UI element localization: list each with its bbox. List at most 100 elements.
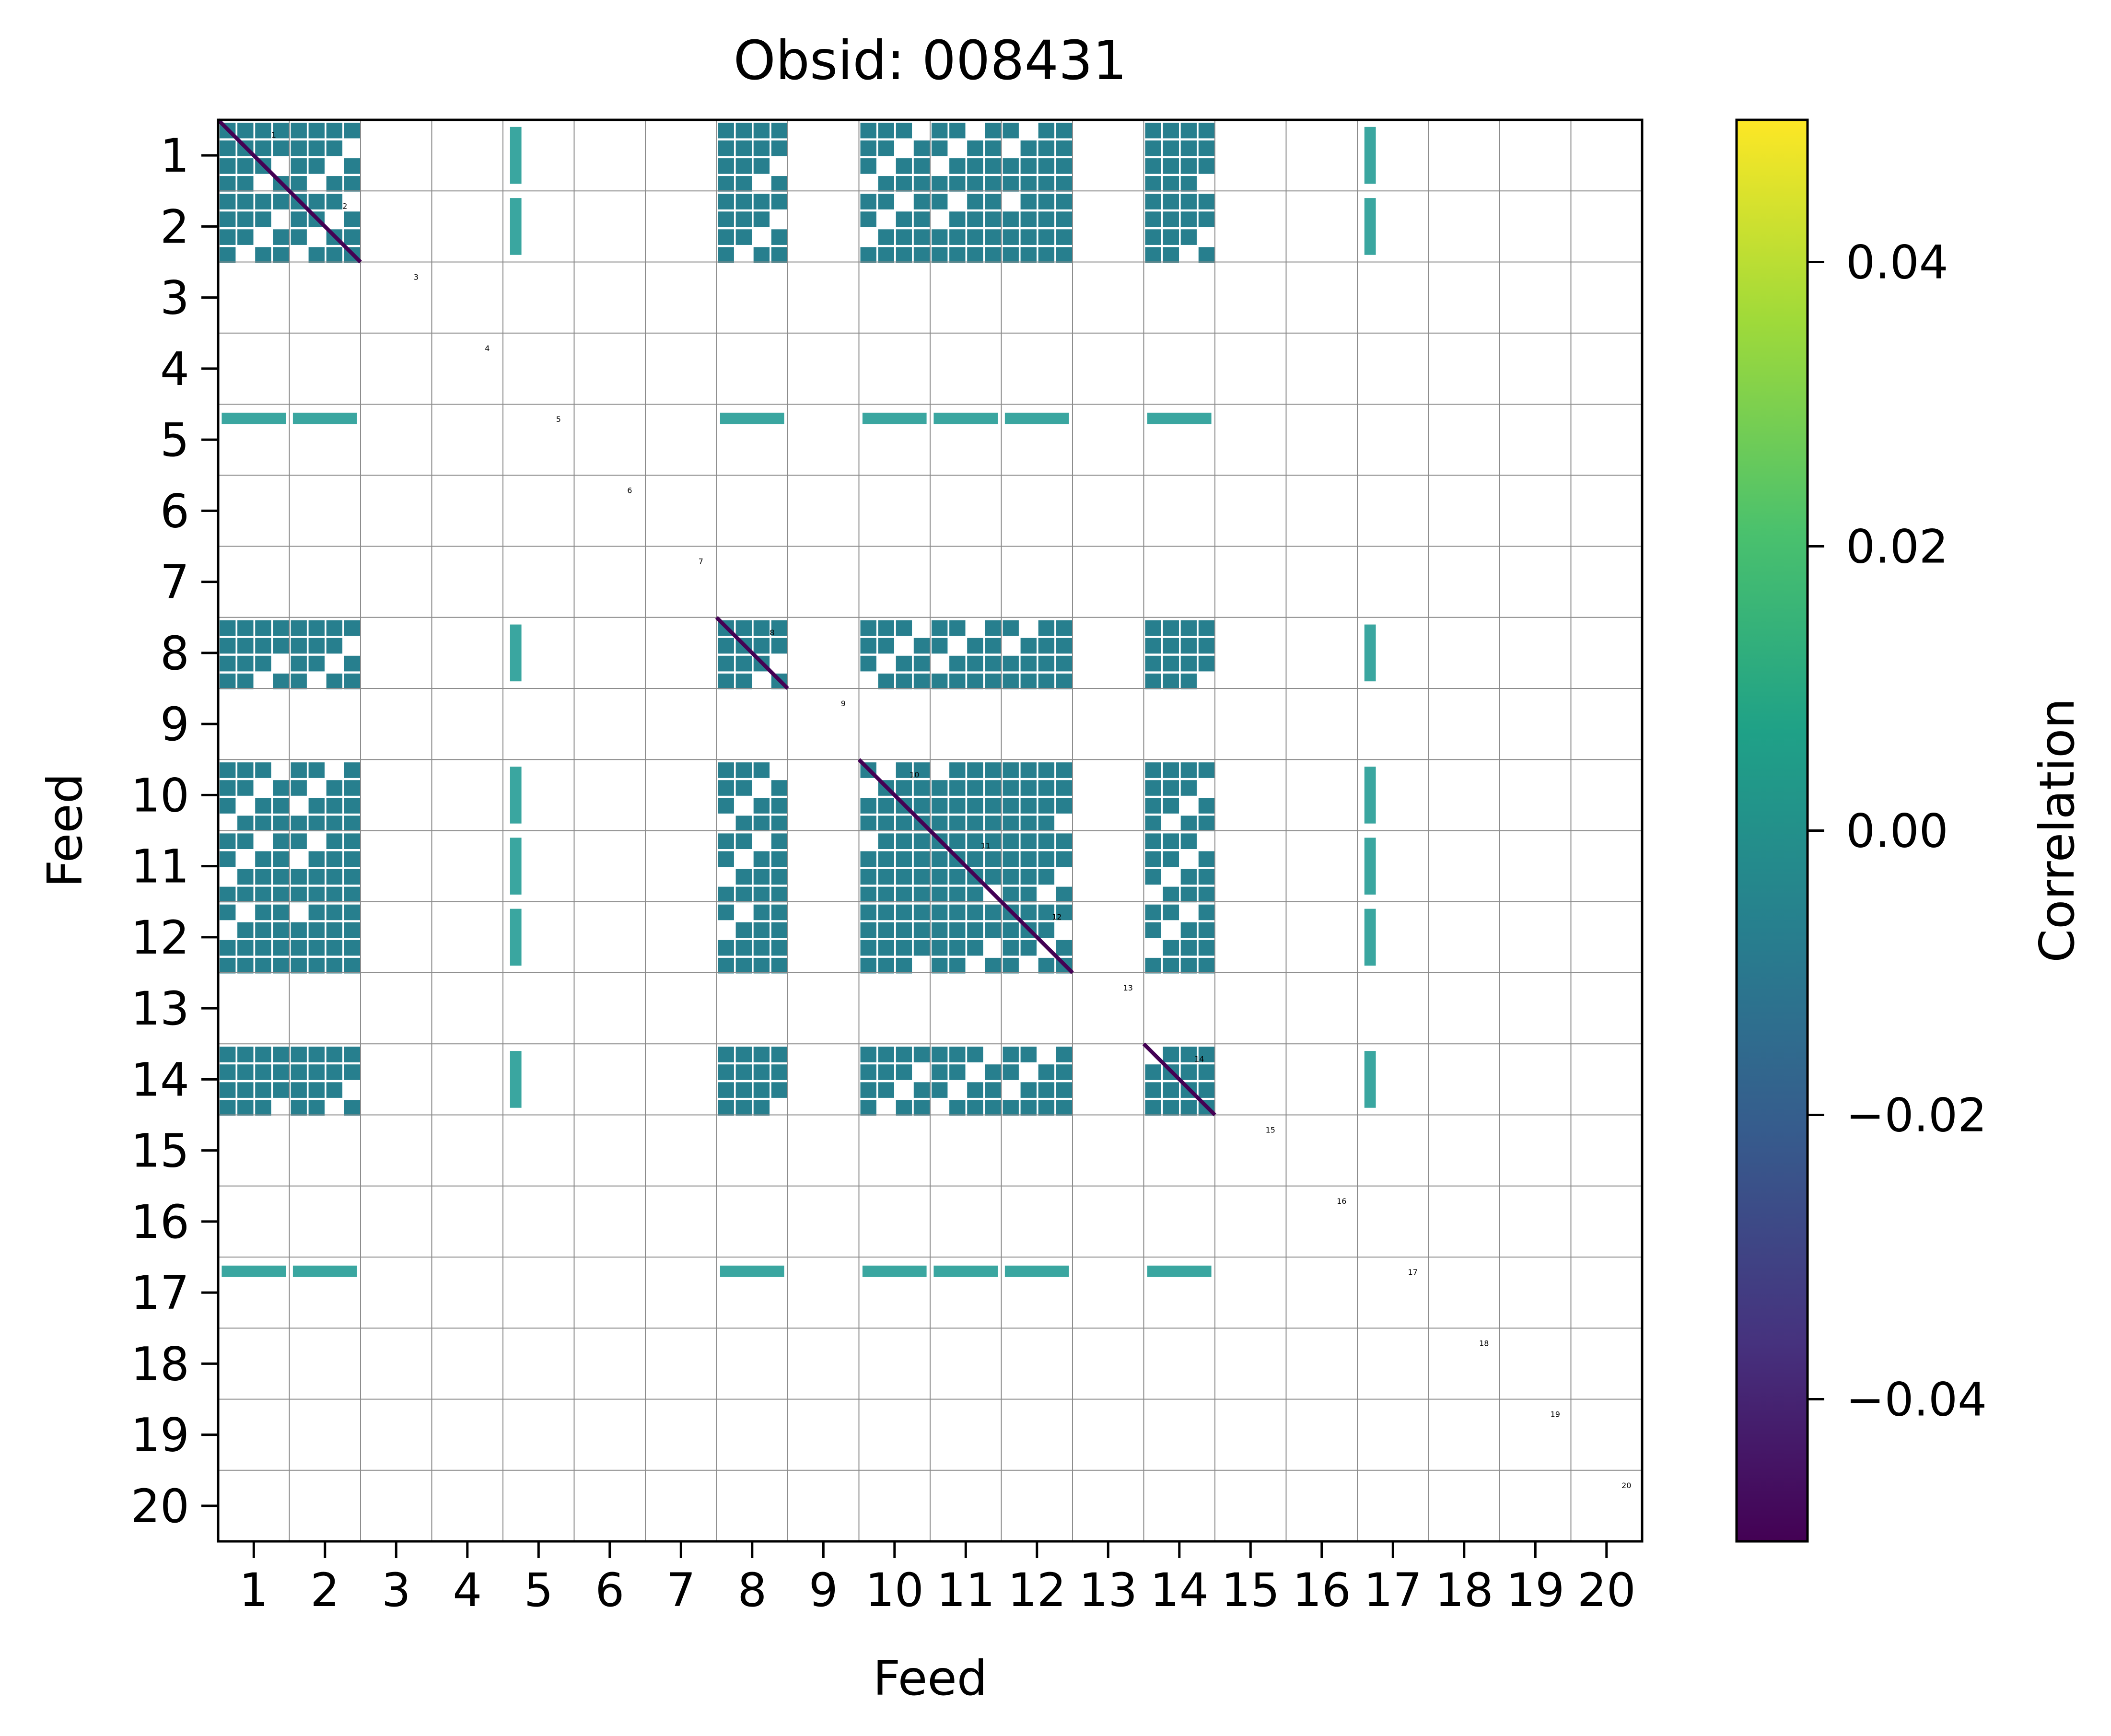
heatmap-block-cell [771, 904, 788, 920]
heatmap-block-cell [967, 798, 983, 814]
heatmap-block-cell [273, 833, 289, 849]
heatmap-block-cell [1163, 886, 1179, 903]
heatmap-block-cell [913, 158, 930, 174]
heatmap-block-cell [949, 798, 966, 814]
heatmap-block-cell [985, 122, 1001, 139]
plot-frame [217, 118, 1644, 1543]
heatmap-block-cell [326, 869, 343, 885]
heatmap-block-cell [1180, 957, 1197, 974]
heatmap-block-cell [326, 798, 343, 814]
sparse-column-cell [1364, 767, 1376, 824]
heatmap-block-cell [718, 798, 734, 814]
y-tick-label: 11 [131, 840, 189, 894]
heatmap-block-cell [896, 176, 912, 192]
heatmap-block-cell [291, 940, 307, 956]
heatmap-block-cell [860, 655, 876, 672]
chart-title: Obsid: 008431 [734, 30, 1127, 92]
heatmap-block-cell [771, 122, 788, 139]
heatmap-block-cell [771, 816, 788, 831]
heatmap-block-cell [1163, 798, 1179, 814]
heatmap-block-cell [220, 886, 236, 903]
heatmap-block-cell [1180, 194, 1197, 210]
y-tick-label: 5 [160, 413, 189, 467]
sparse-row-cell [1147, 412, 1212, 424]
heatmap-block-cell [344, 673, 361, 689]
heatmap-block-cell [896, 1100, 912, 1116]
heatmap-block-cell [1038, 851, 1055, 867]
x-tick-label: 3 [382, 1563, 411, 1617]
heatmap-block-cell [237, 940, 254, 956]
heatmap-block-cell [273, 1047, 289, 1062]
heatmap-block-cell [878, 904, 894, 920]
heatmap-block-cell [1056, 798, 1073, 814]
heatmap-block-cell [967, 211, 983, 227]
heatmap-block-cell [771, 194, 788, 210]
sparse-row-cell [292, 412, 357, 424]
heatmap-block-cell [255, 886, 271, 903]
heatmap-block-cell [753, 762, 770, 778]
heatmap-block-cell [753, 122, 770, 139]
heatmap-block-cell [1056, 620, 1073, 636]
heatmap-block-cell [1020, 176, 1037, 192]
diagonal-segment [715, 616, 789, 690]
heatmap-block-cell [326, 780, 343, 796]
sparse-row-cell [862, 1265, 927, 1277]
heatmap-block-cell [308, 904, 325, 920]
heatmap-block-cell [985, 211, 1001, 227]
heatmap-block-cell [220, 194, 236, 210]
heatmap-block-cell [291, 158, 307, 174]
heatmap-block-cell [1198, 211, 1215, 227]
heatmap-block-cell [1198, 762, 1215, 778]
heatmap-block-cell [308, 869, 325, 885]
x-tick-label: 19 [1506, 1563, 1564, 1617]
heatmap-block-cell [1145, 957, 1161, 974]
heatmap-block-cell [932, 851, 948, 867]
heatmap-block-cell [1198, 1064, 1215, 1080]
heatmap-block-cell [308, 655, 325, 672]
heatmap-block-cell [985, 816, 1001, 831]
heatmap-block-cell [1145, 229, 1161, 245]
heatmap-block-cell [1163, 780, 1179, 796]
heatmap-block-cell [985, 247, 1001, 263]
heatmap-block-cell [1056, 140, 1073, 156]
heatmap-block-cell [878, 122, 894, 139]
heatmap-block-cell [1198, 247, 1215, 263]
heatmap-block-cell [771, 798, 788, 814]
heatmap-block-cell [1020, 158, 1037, 174]
heatmap-block-cell [878, 940, 894, 956]
y-tick-label: 20 [131, 1480, 189, 1533]
heatmap-block-cell [1056, 638, 1073, 654]
heatmap-block-cell [878, 194, 894, 210]
heatmap-block-cell [326, 176, 343, 192]
heatmap-block-cell [1003, 940, 1019, 956]
heatmap-block-cell [308, 1100, 325, 1116]
heatmap-block-cell [255, 869, 271, 885]
heatmap-block-cell [344, 1064, 361, 1080]
heatmap-block-cell [913, 211, 930, 227]
heatmap-block-cell [255, 247, 271, 263]
heatmap-block-cell [913, 655, 930, 672]
heatmap-block-cell [771, 940, 788, 956]
heatmap-block-cell [913, 1047, 930, 1062]
heatmap-block-cell [1163, 638, 1179, 654]
sparse-row-cell [222, 1265, 286, 1277]
colorbar-gradient [1735, 118, 1809, 1543]
heatmap-block-cell [1020, 247, 1037, 263]
heatmap-block-cell [1003, 886, 1019, 903]
heatmap-block-cell [1038, 211, 1055, 227]
heatmap-block-cell [1038, 158, 1055, 174]
heatmap-block-cell [896, 229, 912, 245]
heatmap-block-cell [985, 904, 1001, 920]
heatmap-block-cell [1020, 211, 1037, 227]
heatmap-block-cell [1145, 194, 1161, 210]
heatmap-block-cell [949, 904, 966, 920]
heatmap-block-cell [237, 762, 254, 778]
heatmap-block-cell [771, 886, 788, 903]
diagonal-feed-label: 8 [770, 628, 774, 637]
heatmap-block-cell [220, 833, 236, 849]
heatmap-block-cell [878, 869, 894, 885]
heatmap-block-cell [1038, 229, 1055, 245]
heatmap-block-cell [326, 247, 343, 263]
heatmap-block-cell [860, 940, 876, 956]
